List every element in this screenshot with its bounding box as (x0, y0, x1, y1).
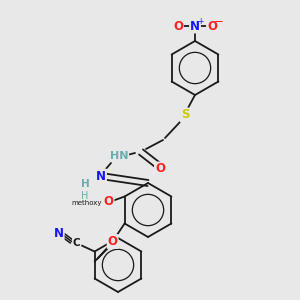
Text: O: O (207, 20, 217, 32)
Text: N: N (54, 227, 64, 240)
Text: O: O (108, 235, 118, 248)
Text: O: O (173, 20, 183, 32)
Text: +: + (197, 17, 203, 26)
Text: H: H (81, 191, 89, 201)
Text: O: O (155, 163, 165, 176)
Text: S: S (181, 109, 189, 122)
Text: N: N (96, 169, 106, 182)
Text: H: H (81, 179, 89, 189)
Text: −: − (214, 14, 224, 28)
Text: HN: HN (110, 151, 128, 161)
Text: C: C (73, 238, 80, 248)
Text: methoxy: methoxy (71, 200, 102, 206)
Text: N: N (190, 20, 200, 32)
Text: O: O (103, 195, 114, 208)
